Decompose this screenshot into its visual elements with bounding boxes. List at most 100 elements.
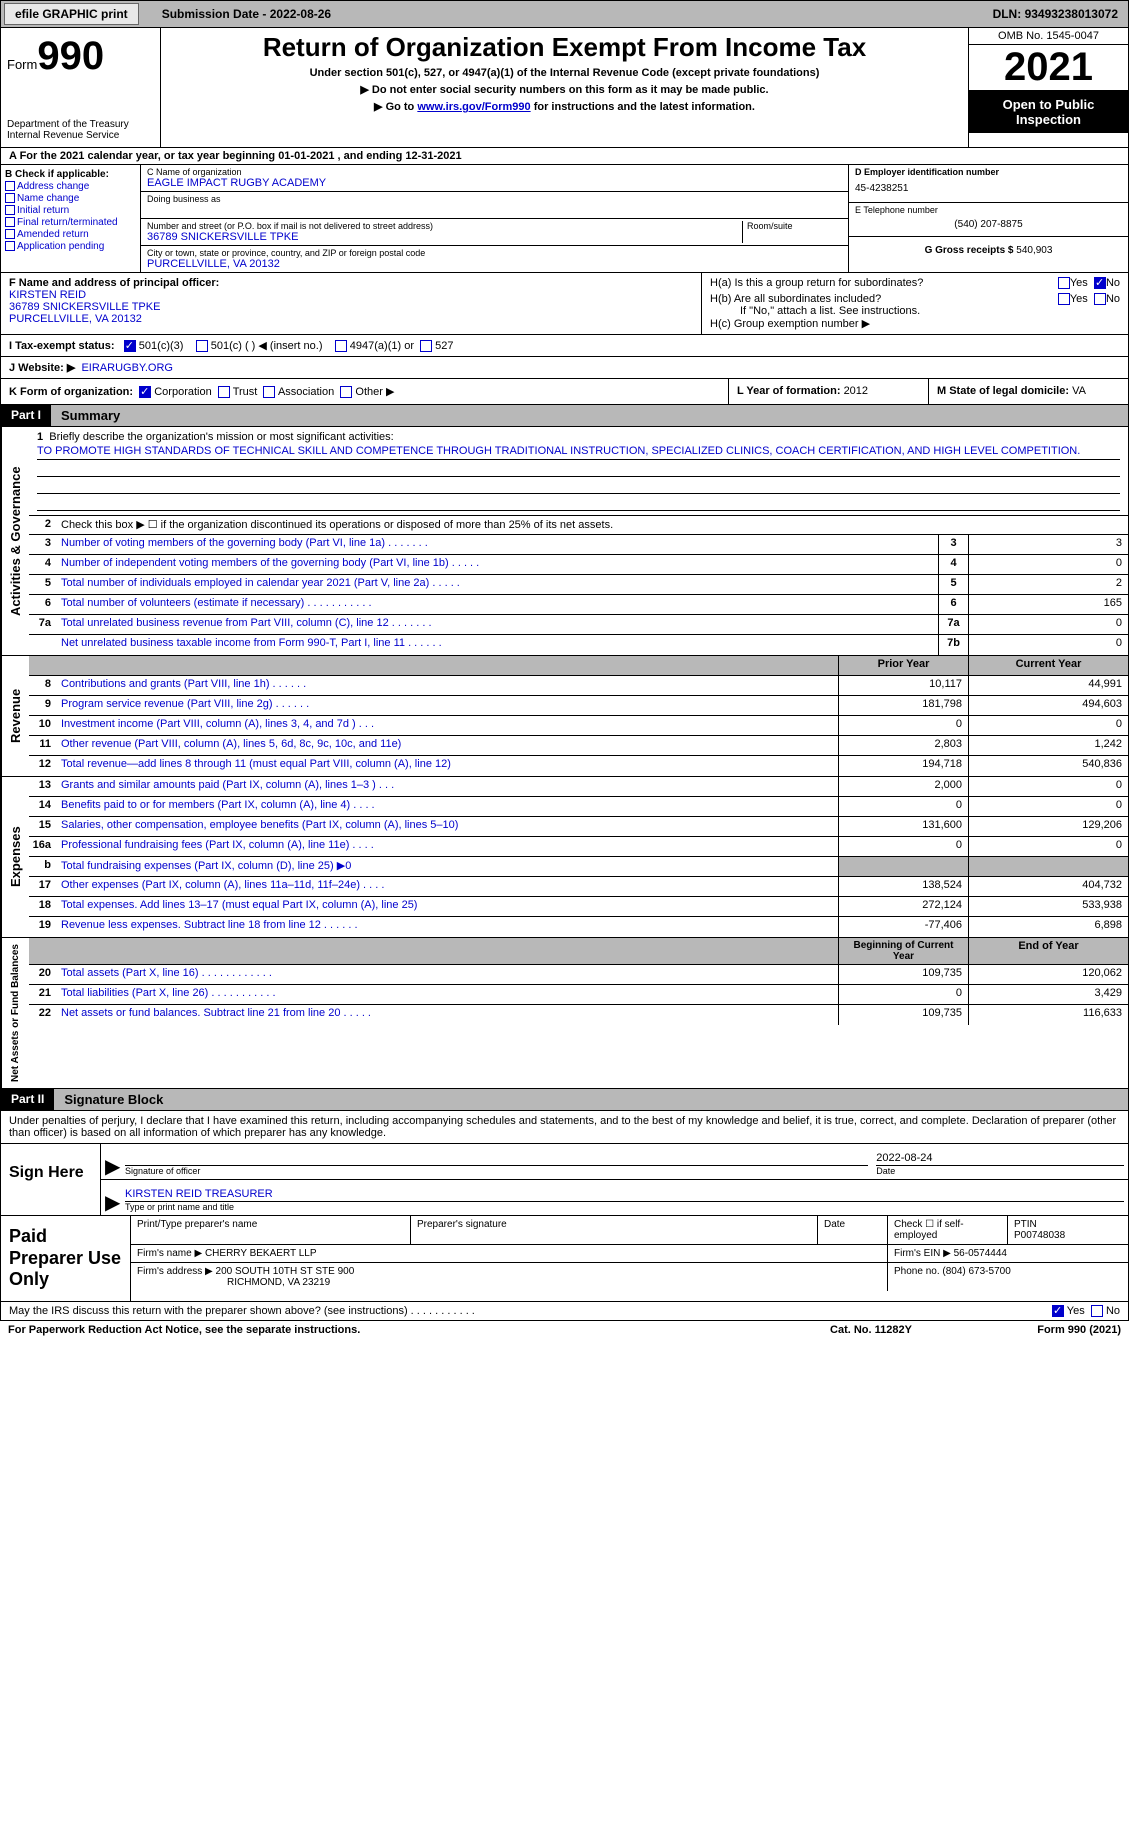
col-h-group-return: H(a) Is this a group return for subordin… [701, 273, 1128, 334]
revenue-header-row: Prior Year Current Year [29, 656, 1128, 676]
table-row: 3Number of voting members of the governi… [29, 535, 1128, 555]
subtitle-1: Under section 501(c), 527, or 4947(a)(1)… [171, 67, 958, 79]
section-bcd: B Check if applicable: Address change Na… [0, 165, 1129, 273]
col-f-officer: F Name and address of principal officer:… [1, 273, 701, 334]
cat-number: Cat. No. 11282Y [771, 1324, 971, 1336]
table-row: 13Grants and similar amounts paid (Part … [29, 777, 1128, 797]
chk-discuss-yes[interactable] [1052, 1305, 1064, 1317]
line-1-mission: 1 Briefly describe the organization's mi… [29, 427, 1128, 515]
cell-org-name: C Name of organization EAGLE IMPACT RUGB… [141, 165, 848, 192]
dln-number: DLN: 93493238013072 [993, 7, 1128, 21]
chk-501c3[interactable] [124, 340, 136, 352]
form-footer-label: Form 990 (2021) [971, 1324, 1121, 1336]
perjury-declaration: Under penalties of perjury, I declare th… [0, 1111, 1129, 1144]
chk-501c[interactable] [196, 340, 208, 352]
firm-name: CHERRY BEKAERT LLP [205, 1248, 317, 1259]
chk-application-pending[interactable]: Application pending [5, 241, 136, 252]
part1-header-row: Part I Summary [0, 405, 1129, 427]
open-to-public: Open to Public Inspection [969, 91, 1128, 133]
table-row: 22Net assets or fund balances. Subtract … [29, 1005, 1128, 1025]
irs-discuss-row: May the IRS discuss this return with the… [0, 1302, 1129, 1321]
firm-ein: 56-0574444 [954, 1248, 1007, 1259]
subtitle-3: ▶ Go to www.irs.gov/Form990 for instruct… [171, 100, 958, 113]
chk-discuss-no[interactable] [1091, 1305, 1103, 1317]
chk-address-change[interactable]: Address change [5, 181, 136, 192]
chk-trust[interactable] [218, 386, 230, 398]
form-number: 990 [37, 34, 104, 78]
col-b-header: B Check if applicable: [5, 169, 136, 180]
part1-label: Part I [1, 405, 51, 426]
section-governance: Activities & Governance 1 Briefly descri… [0, 427, 1129, 656]
table-row: 4Number of independent voting members of… [29, 555, 1128, 575]
check-self-employed[interactable]: Check ☐ if self-employed [888, 1216, 1008, 1244]
section-net-assets: Net Assets or Fund Balances Beginning of… [0, 938, 1129, 1089]
section-revenue: Revenue Prior Year Current Year 8Contrib… [0, 656, 1129, 777]
prep-sig-label: Preparer's signature [417, 1219, 811, 1230]
irs-link[interactable]: www.irs.gov/Form990 [417, 101, 530, 113]
chk-other[interactable] [340, 386, 352, 398]
officer-name: KIRSTEN REID TREASURER [125, 1182, 1124, 1202]
section-expenses: Expenses 13Grants and similar amounts pa… [0, 777, 1129, 938]
table-row: bTotal fundraising expenses (Part IX, co… [29, 857, 1128, 877]
net-assets-header-row: Beginning of Current Year End of Year [29, 938, 1128, 965]
sig-date: 2022-08-24 [876, 1146, 1124, 1166]
cell-gross-receipts: G Gross receipts $ 540,903 [849, 237, 1128, 258]
row-i-tax-exempt: I Tax-exempt status: 501(c)(3) 501(c) ( … [0, 335, 1129, 357]
cell-city: City or town, state or province, country… [141, 246, 848, 272]
chk-final-return[interactable]: Final return/terminated [5, 217, 136, 228]
sig-officer-caption: Signature of officer [125, 1166, 868, 1176]
row-fh: F Name and address of principal officer:… [0, 273, 1129, 335]
ptin-value: P00748038 [1014, 1230, 1122, 1241]
hb-note: If "No," attach a list. See instructions… [710, 305, 1120, 317]
firm-addr2: RICHMOND, VA 23219 [137, 1277, 881, 1288]
table-row: 10Investment income (Part VIII, column (… [29, 716, 1128, 736]
chk-527[interactable] [420, 340, 432, 352]
ptin-label: PTIN [1014, 1219, 1122, 1230]
cell-dba: Doing business as [141, 192, 848, 219]
sign-here-label: Sign Here [1, 1144, 101, 1215]
header-left: Form990 Department of the Treasury Inter… [1, 28, 161, 147]
part1-title: Summary [51, 405, 1128, 426]
chk-corporation[interactable] [139, 386, 151, 398]
chk-name-change[interactable]: Name change [5, 193, 136, 204]
line-a-calendar-year: A For the 2021 calendar year, or tax yea… [0, 148, 1129, 165]
efile-print-button[interactable]: efile GRAPHIC print [4, 3, 139, 25]
table-row: 11Other revenue (Part VIII, column (A), … [29, 736, 1128, 756]
side-label-governance: Activities & Governance [1, 427, 29, 655]
col-b-checkboxes: B Check if applicable: Address change Na… [1, 165, 141, 272]
paid-preparer-block: Paid Preparer Use Only Print/Type prepar… [0, 1216, 1129, 1302]
col-c-org-info: C Name of organization EAGLE IMPACT RUGB… [141, 165, 848, 272]
table-row: 7aTotal unrelated business revenue from … [29, 615, 1128, 635]
cell-street: Number and street (or P.O. box if mail i… [141, 219, 848, 246]
row-m-state: M State of legal domicile: VA [928, 379, 1128, 404]
side-label-revenue: Revenue [1, 656, 29, 776]
header-right: OMB No. 1545-0047 2021 Open to Public In… [968, 28, 1128, 147]
mission-text: TO PROMOTE HIGH STANDARDS OF TECHNICAL S… [37, 443, 1120, 460]
hc-exemption: H(c) Group exemption number ▶ [710, 317, 1120, 330]
subtitle-2: ▶ Do not enter social security numbers o… [171, 83, 958, 96]
table-row: 8Contributions and grants (Part VIII, li… [29, 676, 1128, 696]
arrow-icon: ▶ [101, 1144, 121, 1179]
form-header: Form990 Department of the Treasury Inter… [0, 28, 1129, 148]
table-row: 12Total revenue—add lines 8 through 11 (… [29, 756, 1128, 776]
table-row: 21Total liabilities (Part X, line 26) . … [29, 985, 1128, 1005]
table-row: 9Program service revenue (Part VIII, lin… [29, 696, 1128, 716]
table-row: 6Total number of volunteers (estimate if… [29, 595, 1128, 615]
table-row: Net unrelated business taxable income fr… [29, 635, 1128, 655]
chk-4947[interactable] [335, 340, 347, 352]
chk-amended-return[interactable]: Amended return [5, 229, 136, 240]
table-row: 16aProfessional fundraising fees (Part I… [29, 837, 1128, 857]
prep-name-label: Print/Type preparer's name [137, 1219, 404, 1230]
part2-header-row: Part II Signature Block [0, 1089, 1129, 1111]
page-footer: For Paperwork Reduction Act Notice, see … [0, 1321, 1129, 1339]
date-label: Date [824, 1219, 881, 1230]
sign-here-block: Sign Here ▶ Signature of officer 2022-08… [0, 1144, 1129, 1216]
chk-association[interactable] [263, 386, 275, 398]
website-value: EIRARUGBY.ORG [81, 362, 173, 374]
table-row: 14Benefits paid to or for members (Part … [29, 797, 1128, 817]
side-label-net-assets: Net Assets or Fund Balances [1, 938, 29, 1088]
line-2: Check this box ▶ ☐ if the organization d… [57, 516, 1128, 534]
form-title: Return of Organization Exempt From Incom… [171, 32, 958, 63]
type-name-caption: Type or print name and title [125, 1202, 1124, 1212]
chk-initial-return[interactable]: Initial return [5, 205, 136, 216]
